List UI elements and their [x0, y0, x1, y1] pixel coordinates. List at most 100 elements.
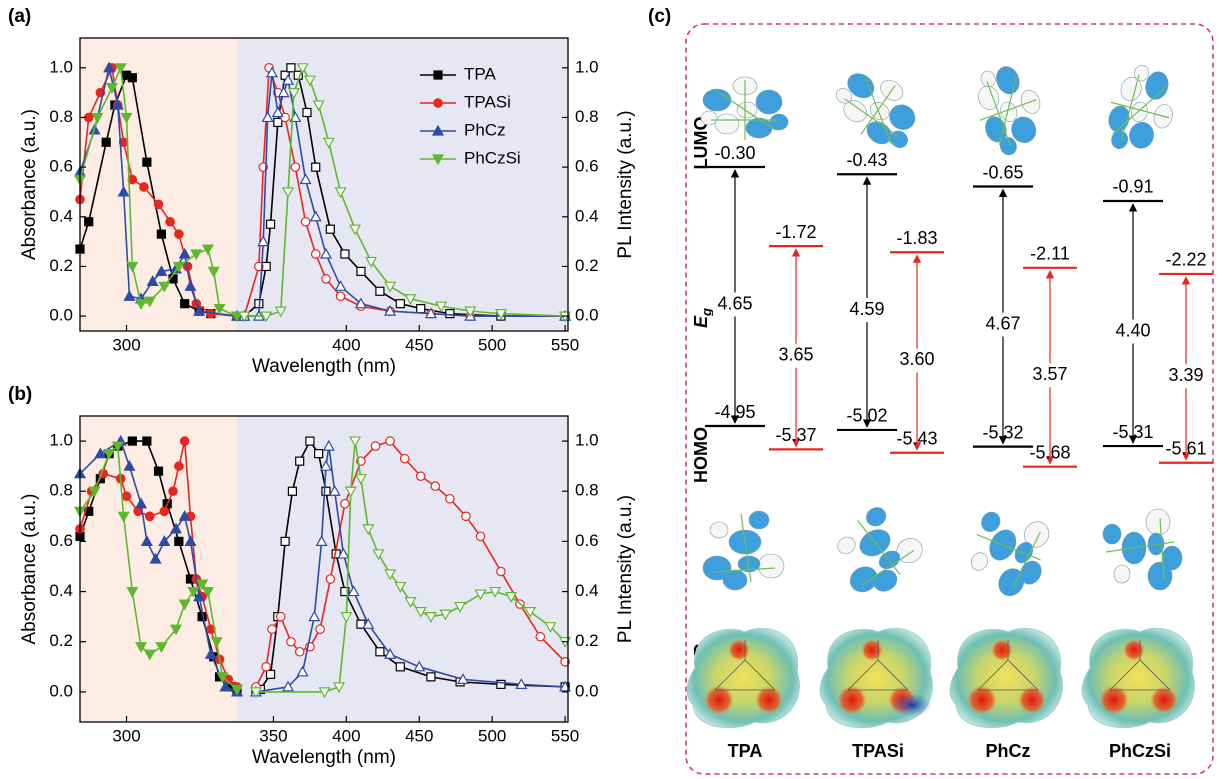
x-tick-label: 550 — [551, 335, 579, 354]
marker — [102, 138, 110, 146]
marker — [417, 305, 425, 313]
x-axis-title: Wavelength (nm) — [252, 356, 396, 377]
y-tick-label: 1.0 — [49, 57, 73, 76]
lumo-label: -0.43 — [846, 150, 887, 170]
y-tick-label: 0.0 — [49, 306, 73, 325]
y2-tick-label: 0.4 — [575, 581, 599, 600]
legend-label: PhCz — [464, 120, 506, 139]
marker — [341, 250, 349, 258]
homo-label: -5.43 — [896, 429, 937, 449]
marker — [296, 457, 304, 465]
marker — [396, 663, 404, 671]
marker — [262, 663, 270, 671]
y2-tick-label: 0.0 — [575, 306, 599, 325]
orbital-lobe — [1162, 546, 1182, 570]
x-tick-label: 500 — [478, 335, 506, 354]
marker — [175, 462, 183, 470]
molecule-name: TPA — [728, 741, 763, 761]
marker — [431, 482, 439, 490]
lumo-label: -1.72 — [775, 222, 816, 242]
row-label: Eg — [691, 308, 715, 328]
y-tick-label: 0.8 — [49, 107, 73, 126]
panel-label: (a) — [8, 6, 31, 27]
absorbance-region — [80, 416, 237, 722]
orbital-lobe — [968, 550, 991, 574]
marker — [143, 437, 151, 445]
y2-tick-label: 1.0 — [575, 431, 599, 450]
marker — [303, 108, 311, 116]
marker — [274, 118, 282, 126]
marker — [371, 442, 379, 450]
homo-label: -4.95 — [714, 402, 755, 422]
marker — [326, 575, 334, 583]
marker — [180, 437, 188, 445]
homo-label: -5.31 — [1112, 422, 1153, 442]
y2-tick-label: 0.0 — [575, 681, 599, 700]
legend-label: TPA — [464, 64, 496, 83]
molecule-name: TPASi — [852, 741, 904, 761]
lumo-label: -0.30 — [714, 143, 755, 163]
orbital-lobe — [863, 504, 889, 530]
marker — [85, 218, 93, 226]
marker — [166, 218, 174, 226]
marker — [154, 200, 162, 208]
gap-label: 4.59 — [849, 299, 884, 319]
gap-label: 4.65 — [717, 293, 752, 313]
marker — [175, 537, 183, 545]
x-tick-label: 500 — [478, 726, 506, 745]
marker — [175, 230, 183, 238]
x-tick-label: 300 — [112, 335, 140, 354]
x-tick-label: 350 — [259, 726, 287, 745]
marker — [301, 218, 309, 226]
marker — [497, 680, 505, 688]
panel-label: (c) — [648, 6, 671, 27]
homo-label: -5.61 — [1165, 439, 1206, 459]
homo-orbital — [955, 496, 1064, 606]
orbital-lobe — [701, 111, 717, 125]
marker — [376, 287, 384, 295]
orbital-lobe — [746, 118, 772, 138]
panel-label: (b) — [8, 384, 32, 405]
marker — [497, 567, 505, 575]
homo-orbital — [1103, 509, 1182, 590]
esp-spot — [728, 639, 750, 661]
marker — [291, 163, 299, 171]
esp-map — [687, 628, 799, 727]
y-tick-label: 0.6 — [49, 531, 73, 550]
figure: LUMO Eg HOMO ESP (c) 0.00.20.40.60.81.00… — [0, 0, 1220, 779]
marker — [316, 625, 324, 633]
lumo-orbital — [1100, 60, 1183, 160]
marker — [296, 648, 304, 656]
marker — [288, 487, 296, 495]
homo-orbital — [823, 496, 933, 605]
orbital-lobe — [1146, 509, 1170, 535]
orbital-lobe — [1114, 565, 1130, 583]
y-axis-title: Absorbance (a.u.) — [19, 493, 40, 644]
y-tick-label: 0.4 — [49, 581, 73, 600]
marker — [181, 300, 189, 308]
legend-marker — [434, 71, 442, 79]
y2-tick-label: 0.2 — [575, 631, 599, 650]
orbital-lobe — [1106, 104, 1132, 134]
marker — [128, 437, 136, 445]
legend-label: PhCzSi — [464, 148, 521, 167]
lumo-orbital — [965, 57, 1054, 160]
molecule-name: PhCz — [986, 741, 1031, 761]
orbital-lobe — [710, 522, 728, 538]
marker — [157, 230, 165, 238]
orbital-lobe — [723, 570, 747, 590]
y2-tick-label: 0.8 — [575, 107, 599, 126]
gap-label: 4.40 — [1115, 320, 1150, 340]
marker — [462, 512, 470, 520]
marker — [400, 454, 408, 462]
y-axis-title: Absorbance (a.u.) — [19, 109, 40, 260]
y2-tick-label: 0.6 — [575, 157, 599, 176]
x-tick-label: 400 — [332, 726, 360, 745]
orbital-lobe — [703, 89, 731, 111]
marker — [122, 492, 130, 500]
marker — [312, 163, 320, 171]
esp-spot — [991, 639, 1013, 661]
marker — [322, 487, 330, 495]
marker — [326, 225, 334, 233]
marker — [146, 512, 154, 520]
